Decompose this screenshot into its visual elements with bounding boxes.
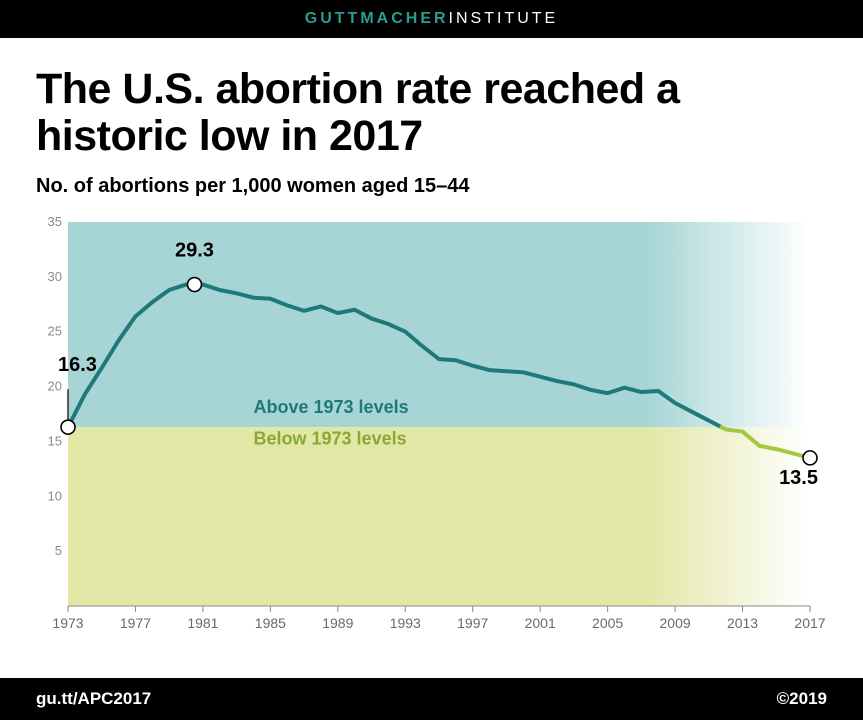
- data-marker: [803, 450, 817, 464]
- y-tick-label: 35: [48, 214, 62, 229]
- callout-label: 29.3: [175, 239, 214, 261]
- y-tick-label: 20: [48, 378, 62, 393]
- x-tick-label: 1973: [52, 615, 83, 631]
- brand-light: INSTITUTE: [449, 10, 559, 28]
- y-tick-label: 10: [48, 488, 62, 503]
- footer-copyright: ©2019: [777, 689, 827, 709]
- below-band-label: Below 1973 levels: [254, 428, 407, 448]
- x-tick-label: 1985: [255, 615, 286, 631]
- x-tick-label: 1981: [187, 615, 218, 631]
- x-tick-label: 1989: [322, 615, 353, 631]
- page-title: The U.S. abortion rate reached a histori…: [36, 66, 827, 161]
- brand-strong: GUTTMACHER: [305, 10, 449, 28]
- line-chart: 5 10 15 20 25 30 35 1973 1977 1981 1985 1989 1993 199…: [36, 212, 826, 642]
- above-band-label: Above 1973 levels: [254, 396, 409, 416]
- y-tick-label: 15: [48, 433, 62, 448]
- callout-label: 13.5: [779, 466, 818, 488]
- data-marker: [187, 277, 201, 291]
- content-area: The U.S. abortion rate reached a histori…: [0, 38, 863, 678]
- chart-container: 5 10 15 20 25 30 35 1973 1977 1981 1985 1989 1993 199…: [36, 212, 827, 668]
- y-tick-label: 30: [48, 268, 62, 283]
- x-tick-label: 2001: [525, 615, 556, 631]
- x-tick-label: 1997: [457, 615, 488, 631]
- footer-url: gu.tt/APC2017: [36, 689, 151, 709]
- x-tick-label: 1993: [390, 615, 421, 631]
- x-tick-label: 2005: [592, 615, 623, 631]
- header-bar: GUTTMACHER INSTITUTE: [0, 0, 863, 38]
- y-tick-label: 5: [55, 543, 62, 558]
- x-tick-label: 1977: [120, 615, 151, 631]
- data-marker: [61, 420, 75, 434]
- x-tick-label: 2017: [794, 615, 825, 631]
- chart-subtitle: No. of abortions per 1,000 women aged 15…: [36, 175, 827, 198]
- below-band: [68, 427, 810, 606]
- footer-bar: gu.tt/APC2017 ©2019: [0, 678, 863, 720]
- callout-label: 16.3: [58, 354, 97, 376]
- y-tick-label: 25: [48, 323, 62, 338]
- x-tick-label: 2009: [660, 615, 691, 631]
- x-tick-label: 2013: [727, 615, 758, 631]
